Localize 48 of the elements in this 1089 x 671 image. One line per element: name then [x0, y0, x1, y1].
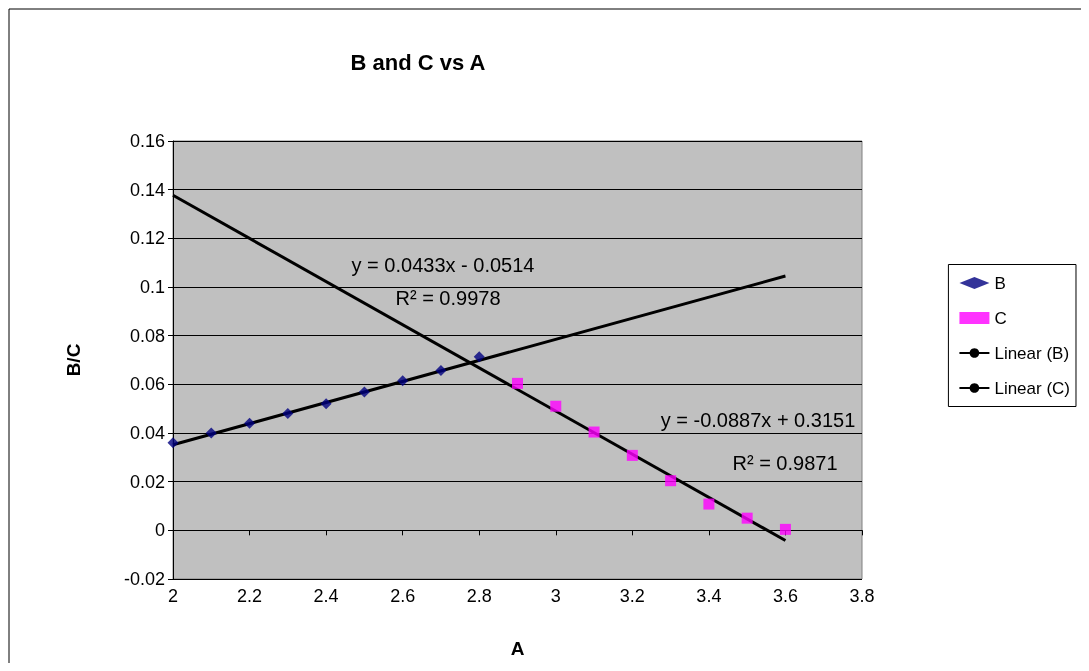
- point: [358, 386, 370, 398]
- legend-label: Linear (B): [994, 343, 1070, 363]
- x-tick-label: 2: [167, 586, 179, 606]
- y-tick-label: 0.12: [129, 228, 165, 249]
- x-tick-label: 3: [550, 586, 561, 606]
- annotation: y = 0.0433x - 0.0514: [351, 254, 535, 276]
- point: [473, 351, 485, 363]
- x-tick-label: 3.4: [696, 586, 722, 606]
- y-tick-label: 0.06: [129, 374, 165, 395]
- point: [550, 400, 562, 412]
- chart-title: B and C vs A: [350, 49, 486, 75]
- x-tick-label: 3.2: [619, 586, 645, 606]
- y-tick-label: 0.1: [139, 277, 165, 297]
- x-axis-title: A: [510, 638, 525, 659]
- y-tick-label: 0.02: [129, 471, 165, 492]
- point: [282, 408, 294, 420]
- point: [205, 427, 217, 439]
- x-tick-label: 3.8: [849, 586, 875, 606]
- point: [703, 498, 715, 510]
- point: [512, 377, 523, 389]
- point: [167, 437, 179, 449]
- point: [435, 364, 447, 376]
- legend-label: C: [994, 308, 1007, 328]
- x-tick-label: 2.6: [390, 586, 416, 606]
- y-tick-label: -0.02: [123, 569, 165, 589]
- y-axis-title: B/C: [63, 343, 84, 377]
- point: [779, 523, 791, 535]
- point: [397, 375, 409, 387]
- y-tick-label: 0.04: [129, 423, 165, 443]
- annotation: y = -0.0887x + 0.3151: [660, 409, 856, 431]
- point: [588, 426, 600, 438]
- x-tick-label: 2.8: [466, 586, 492, 606]
- point: [244, 417, 256, 429]
- x-tick-label: 3.6: [772, 586, 798, 606]
- x-tick-label: 2.2: [237, 586, 263, 606]
- point: [665, 475, 677, 487]
- y-tick-label: 0.08: [129, 325, 165, 346]
- x-tick-label: 2.4: [313, 586, 339, 606]
- point: [320, 398, 332, 410]
- point: [626, 449, 638, 461]
- y-tick-label: 0.14: [129, 179, 165, 200]
- y-tick-label: 0: [154, 520, 165, 541]
- annotation: R² = 0.9978: [395, 287, 501, 309]
- y-tick-label: 0.16: [129, 131, 165, 151]
- legend-label: B: [994, 273, 1006, 293]
- point: [741, 512, 753, 524]
- annotation: R² = 0.9871: [732, 452, 838, 474]
- legend-label: Linear (C): [994, 378, 1071, 398]
